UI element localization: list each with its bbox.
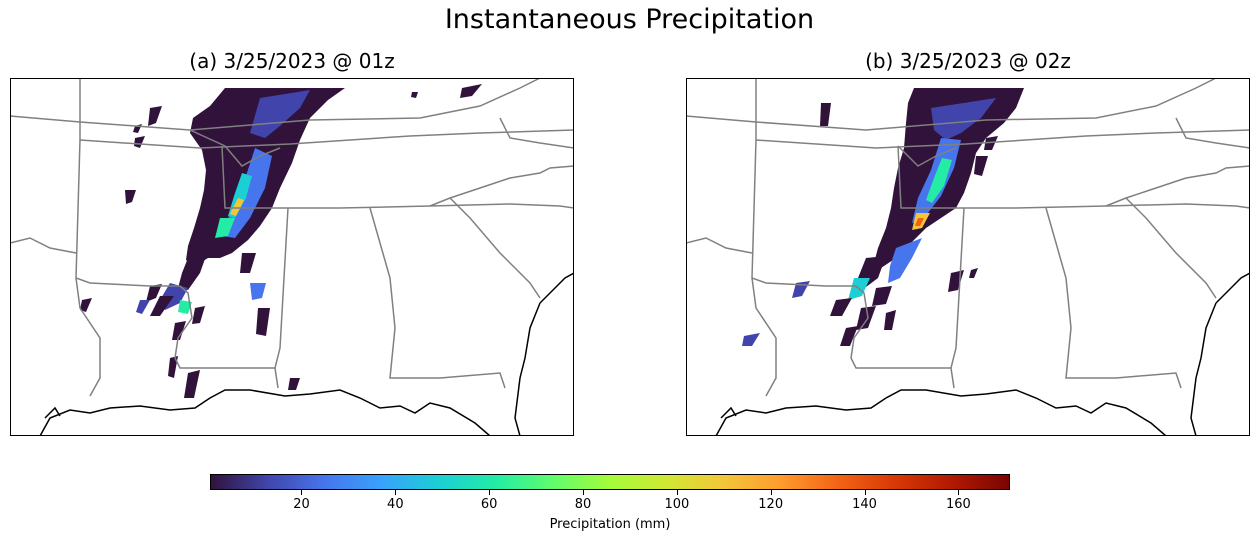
- colorbar-axis: 20 40 60 80 100 120 140 160: [210, 490, 1010, 530]
- colorbar-tick-160: [958, 490, 960, 495]
- colorbar-tick-80: [583, 490, 585, 495]
- precip-field-b: [742, 88, 1024, 346]
- map-panel-b: [686, 78, 1250, 436]
- colorbar-bar: [210, 474, 1010, 490]
- panel-b-title: (b) 3/25/2023 @ 02z: [865, 49, 1071, 73]
- colorbar-tick-label: 140: [852, 497, 877, 512]
- colorbar-tick-label: 40: [387, 497, 404, 512]
- colorbar-tick-120: [770, 490, 772, 495]
- state-borders-a: [10, 78, 574, 397]
- colorbar-tick-label: 120: [758, 497, 784, 512]
- colorbar-tick-60: [489, 490, 491, 495]
- colorbar-tick-label: 100: [664, 497, 690, 512]
- colorbar-tick-label: 80: [574, 497, 592, 512]
- figure-title: Instantaneous Precipitation: [444, 4, 815, 35]
- colorbar-tick-label: 160: [945, 497, 971, 512]
- coastline-a: [39, 272, 574, 436]
- colorbar-label: Precipitation (mm): [549, 517, 671, 532]
- colorbar: [210, 474, 1010, 490]
- colorbar-tick-label: 60: [480, 497, 498, 512]
- state-borders-b: [686, 78, 1250, 397]
- map-b-svg: [686, 78, 1250, 436]
- map-panel-a: [10, 78, 574, 436]
- colorbar-tick-40: [395, 490, 397, 495]
- colorbar-tick-140: [864, 490, 866, 495]
- colorbar-tick-20: [301, 490, 303, 495]
- panel-a-title: (a) 3/25/2023 @ 01z: [189, 49, 395, 73]
- map-a-svg: [10, 78, 574, 436]
- colorbar-tick-100: [676, 490, 678, 495]
- colorbar-tick-label: 20: [293, 497, 310, 512]
- map-b-frame: [686, 78, 1250, 436]
- coastline-b: [715, 272, 1250, 436]
- precip-field-a: [80, 84, 482, 398]
- map-a-frame: [10, 78, 574, 436]
